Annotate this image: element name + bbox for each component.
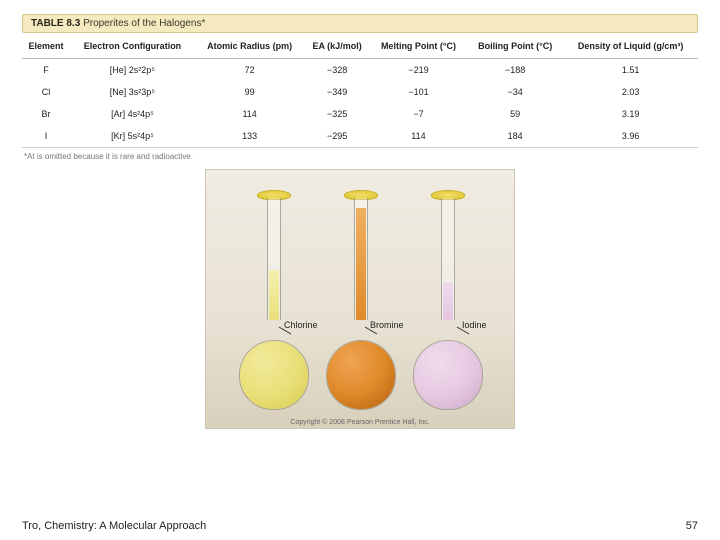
flask-label-bromine: Bromine [370, 320, 404, 330]
col-density: Density of Liquid (g/cm³) [563, 35, 698, 58]
table-row: Br [Ar] 4s²4p⁵ 114 −325 −7 59 3.19 [22, 103, 698, 125]
slide-footer: Tro, Chemistry: A Molecular Approach 57 [0, 514, 720, 540]
col-atomic-radius: Atomic Radius (pm) [195, 35, 305, 58]
col-element: Element [22, 35, 70, 58]
flask-bromine [321, 190, 401, 410]
table-row: F [He] 2s²2p⁵ 72 −328 −219 −188 1.51 [22, 58, 698, 81]
col-melting-point: Melting Point (°C) [370, 35, 467, 58]
figure-copyright: Copyright © 2008 Pearson Prentice Hall, … [206, 419, 514, 426]
flask-label-iodine: Iodine [462, 320, 487, 330]
table-footnote: *At is omitted because it is rare and ra… [22, 152, 698, 161]
flask-iodine [408, 190, 488, 410]
col-electron-config: Electron Configuration [70, 35, 195, 58]
table-header-bar: TABLE 8.3 Properites of the Halogens* [22, 14, 698, 33]
halogens-table: Element Electron Configuration Atomic Ra… [22, 35, 698, 148]
flask-chlorine [234, 190, 314, 410]
footer-page-number: 57 [686, 520, 698, 532]
table-row: Cl [Ne] 3s²3p⁵ 99 −349 −101 −34 2.03 [22, 81, 698, 103]
table-title: Properites of the Halogens* [83, 18, 205, 29]
table-number: TABLE 8.3 [31, 18, 80, 29]
footer-source: Tro, Chemistry: A Molecular Approach [22, 520, 206, 532]
table-row: I [Kr] 5s²4p⁵ 133 −295 114 184 3.96 [22, 125, 698, 148]
halogens-figure: Chlorine Bromine Iodine Copyright © 2008… [205, 169, 515, 429]
col-boiling-point: Boiling Point (°C) [467, 35, 563, 58]
col-ea: EA (kJ/mol) [304, 35, 369, 58]
flask-label-chlorine: Chlorine [284, 320, 318, 330]
